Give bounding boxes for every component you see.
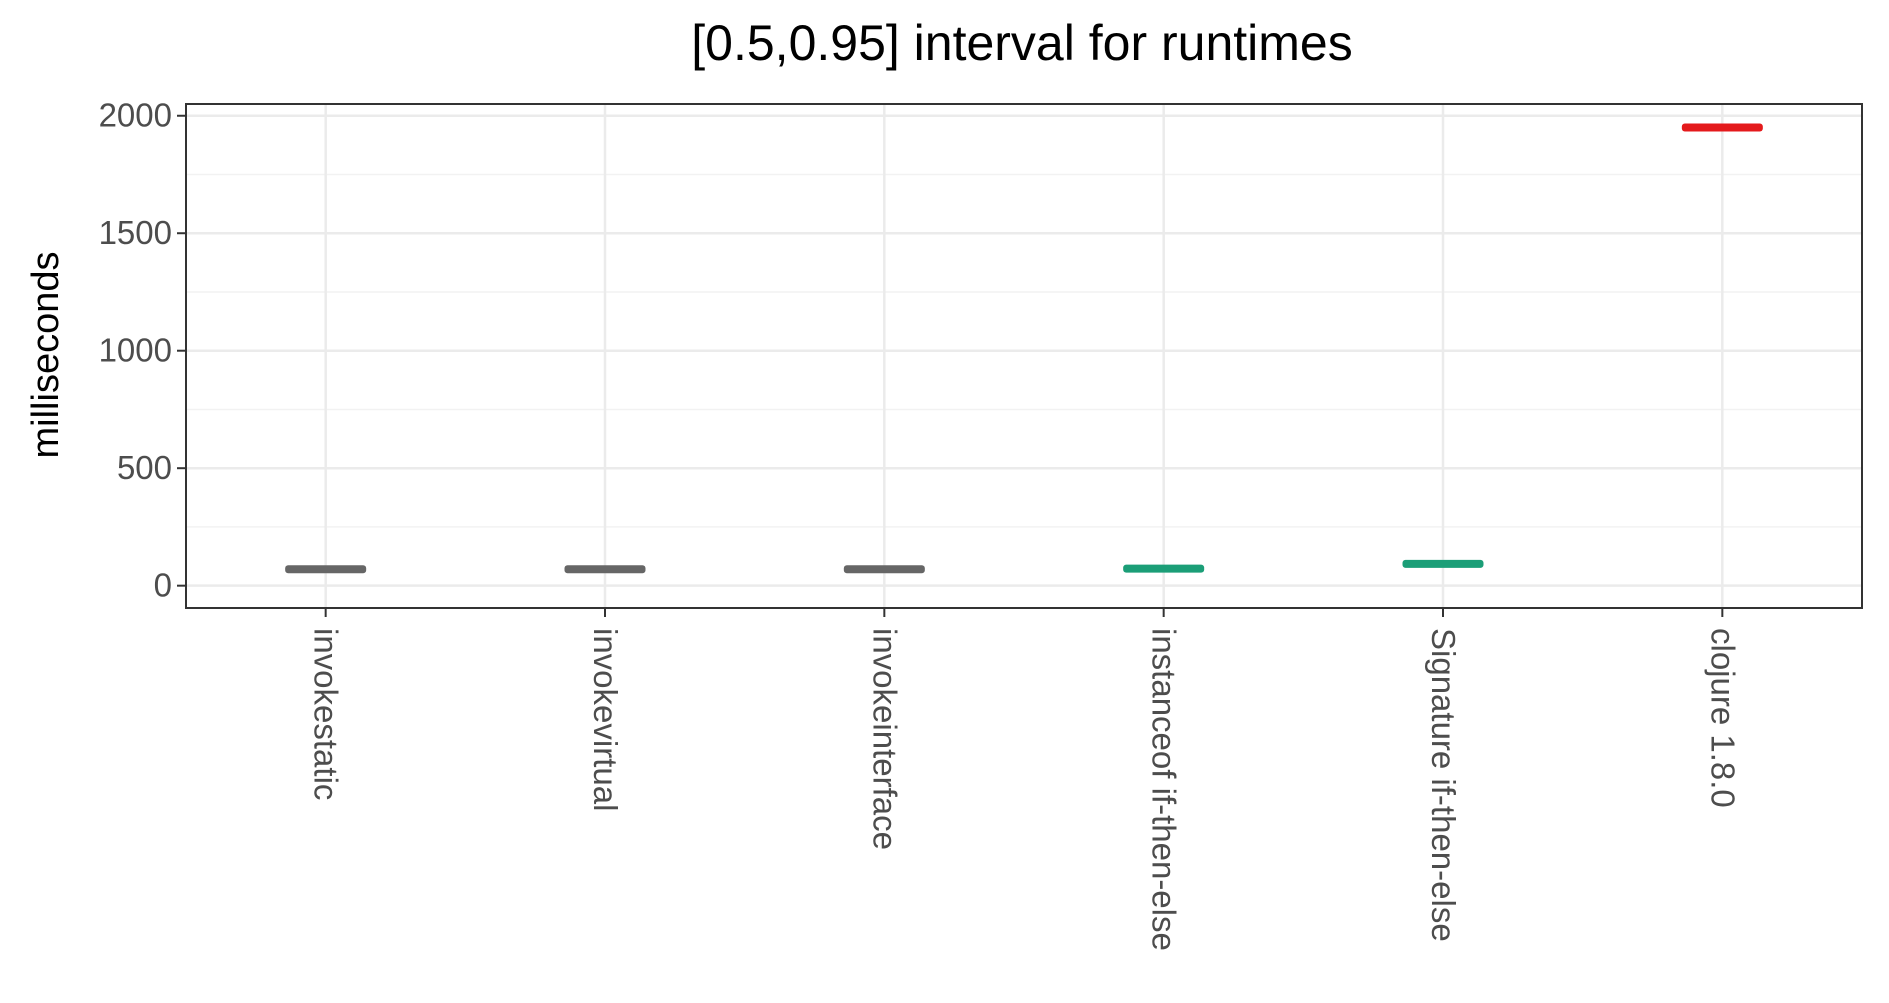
x-tick-label: clojure 1.8.0	[1704, 628, 1741, 808]
interval-bar-clojure-1-8-0	[1681, 123, 1763, 132]
x-tick-label: Signature if-then-else	[1425, 628, 1462, 942]
panel-border	[185, 103, 1863, 609]
interval-bar-invokevirtual	[564, 565, 646, 574]
x-tick-label: invokeinterface	[866, 628, 903, 850]
x-axis: invokestatic invokevirtual invokeinterface…	[308, 608, 1741, 951]
x-tick-label: invokevirtual	[587, 628, 624, 811]
interval-bar-instanceof-if-then-else	[1123, 564, 1205, 573]
y-tick-label: 500	[117, 449, 172, 486]
y-tick-label: 1500	[99, 214, 172, 251]
y-tick-label: 0	[154, 567, 172, 604]
x-tick-label: invokestatic	[308, 628, 345, 800]
minor-gridlines	[186, 173, 1862, 528]
y-tick-label: 2000	[99, 97, 172, 134]
chart-title: [0.5,0.95] interval for runtimes	[691, 15, 1352, 71]
interval-marks	[285, 123, 1763, 574]
major-gridlines	[186, 104, 1862, 608]
interval-bar-invokestatic	[285, 565, 367, 574]
interval-bar-invokeinterface	[843, 565, 925, 574]
y-tick-label: 1000	[99, 332, 172, 369]
y-axis-label: milliseconds	[25, 252, 67, 459]
x-tick-label: instanceof if-then-else	[1146, 628, 1183, 951]
interval-bar-signature-if-then-else	[1402, 559, 1484, 568]
y-axis: 0 500 1000 1500 2000	[99, 97, 186, 604]
